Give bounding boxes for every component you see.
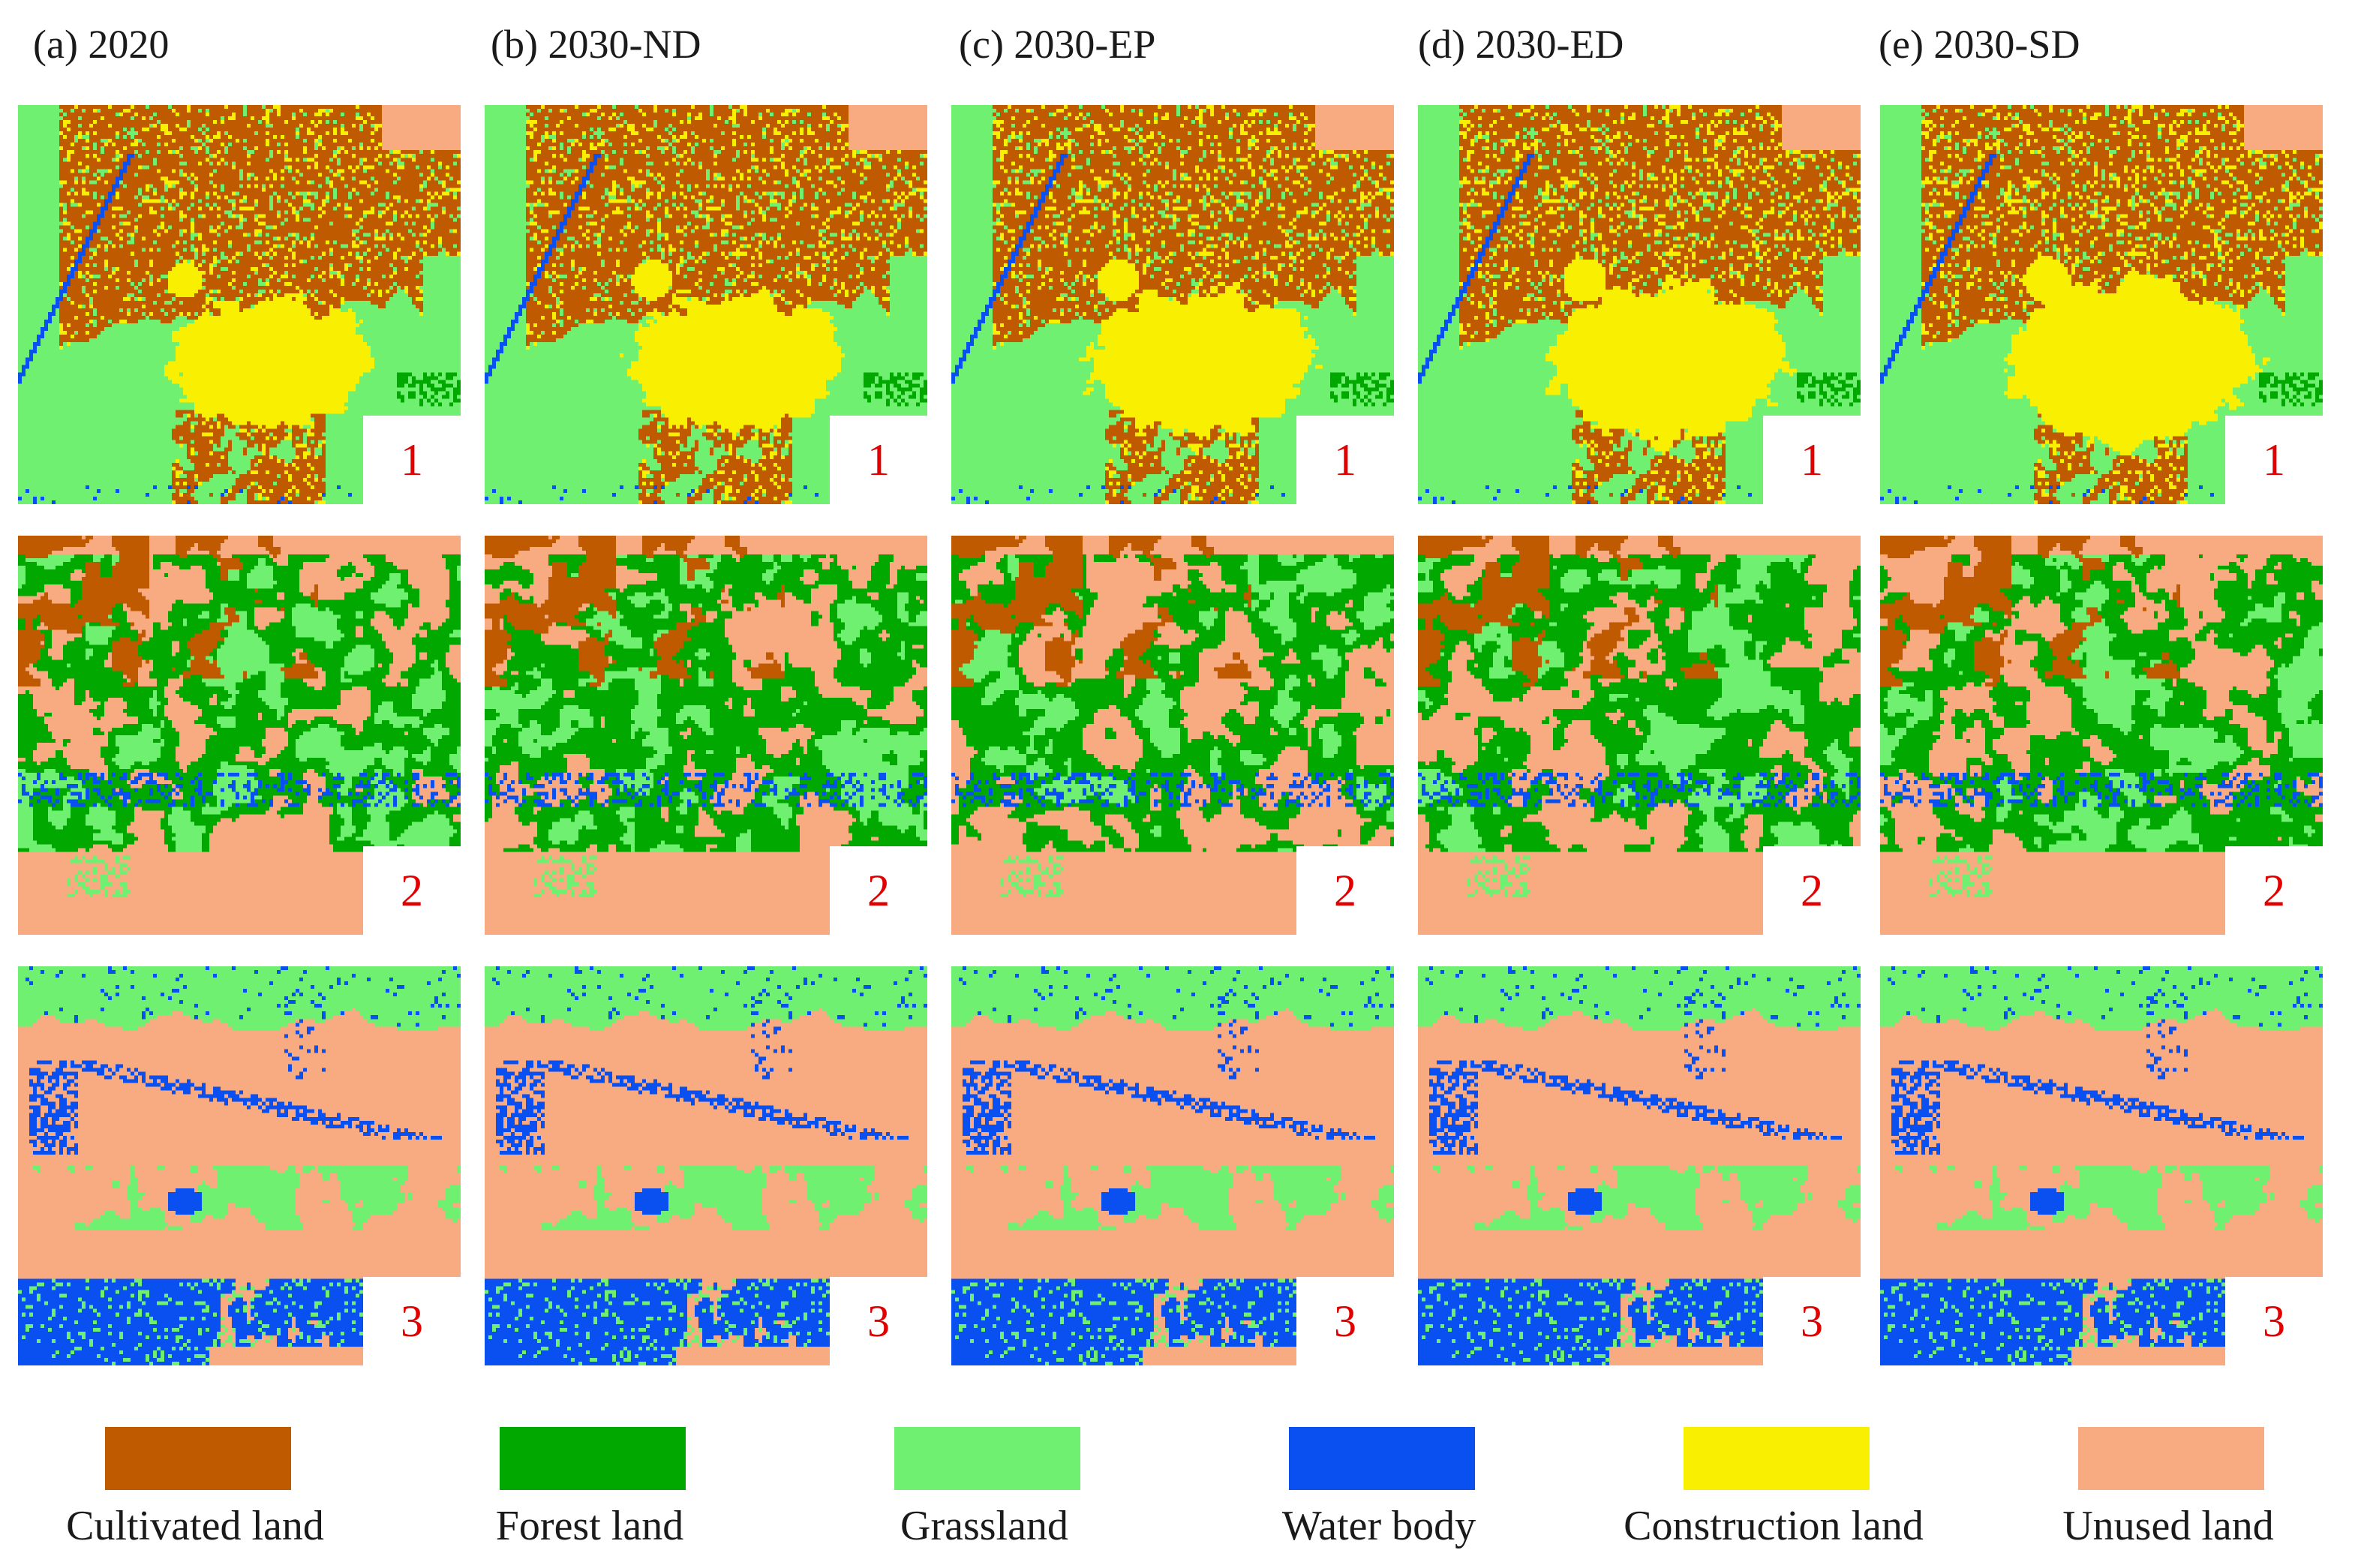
map-panel-a-region-1: 1: [18, 105, 461, 504]
region-label-box: 1: [1296, 416, 1394, 504]
region-label-box: 1: [1763, 416, 1861, 504]
map-panel-e-region-3: 3: [1880, 966, 2323, 1365]
map-panel-e-region-1: 1: [1880, 105, 2323, 504]
region-label: 1: [1334, 435, 1356, 485]
map-panel-b-region-3: 3: [485, 966, 927, 1365]
map-panel-a-region-3: 3: [18, 966, 461, 1365]
map-panel-c-region-1: 1: [951, 105, 1394, 504]
region-label-box: 3: [830, 1277, 927, 1365]
region-label: 1: [401, 435, 423, 485]
region-label-box: 2: [363, 846, 461, 935]
legend-swatch-grassland: [894, 1427, 1080, 1490]
legend-item-cultivated-land: Cultivated land: [15, 1427, 375, 1554]
region-label: 2: [401, 866, 423, 915]
map-panel-d-region-1: 1: [1418, 105, 1861, 504]
legend-label-water-body: Water body: [1281, 1503, 1476, 1549]
region-label-box: 3: [1763, 1277, 1861, 1365]
region-label: 2: [867, 866, 890, 915]
map-panel-b-region-1: 1: [485, 105, 927, 504]
map-panel-e-region-2: 2: [1880, 536, 2323, 935]
region-label: 3: [1801, 1296, 1823, 1346]
region-label: 2: [2263, 866, 2285, 915]
region-label: 1: [1801, 435, 1823, 485]
legend-swatch-cultivated-land: [105, 1427, 291, 1490]
region-label-box: 1: [363, 416, 461, 504]
region-label-box: 3: [363, 1277, 461, 1365]
legend-item-unused-land: Unused land: [1988, 1427, 2348, 1554]
legend-swatch-forest-land: [500, 1427, 686, 1490]
legend-label-unused-land: Unused land: [2062, 1503, 2274, 1549]
region-label-box: 2: [1296, 846, 1394, 935]
column-title-a: (a) 2020: [33, 22, 170, 67]
region-label: 3: [401, 1296, 423, 1346]
region-label-box: 3: [2225, 1277, 2323, 1365]
map-panel-d-region-3: 3: [1418, 966, 1861, 1365]
legend-item-water-body: Water body: [1199, 1427, 1559, 1554]
legend-item-construction-land: Construction land: [1594, 1427, 1954, 1554]
region-label: 2: [1334, 866, 1356, 915]
legend-swatch-construction-land: [1684, 1427, 1870, 1490]
region-label-box: 1: [830, 416, 927, 504]
column-title-e: (e) 2030-SD: [1879, 22, 2080, 67]
region-label: 3: [867, 1296, 890, 1346]
region-label-box: 3: [1296, 1277, 1394, 1365]
region-label: 1: [867, 435, 890, 485]
region-label-box: 2: [2225, 846, 2323, 935]
column-title-c: (c) 2030-EP: [959, 22, 1156, 67]
legend-swatch-unused-land: [2078, 1427, 2264, 1490]
map-panel-c-region-3: 3: [951, 966, 1394, 1365]
region-label-box: 2: [830, 846, 927, 935]
legend-label-grassland: Grassland: [900, 1503, 1068, 1549]
region-label: 1: [2263, 435, 2285, 485]
legend-item-grassland: Grassland: [804, 1427, 1164, 1554]
map-panel-a-region-2: 2: [18, 536, 461, 935]
region-label-box: 2: [1763, 846, 1861, 935]
region-label: 3: [1334, 1296, 1356, 1346]
legend-swatch-water-body: [1289, 1427, 1475, 1490]
column-title-b: (b) 2030-ND: [491, 22, 701, 67]
legend-label-construction-land: Construction land: [1624, 1503, 1924, 1549]
map-panel-d-region-2: 2: [1418, 536, 1861, 935]
region-label-box: 1: [2225, 416, 2323, 504]
map-panel-c-region-2: 2: [951, 536, 1394, 935]
map-panel-b-region-2: 2: [485, 536, 927, 935]
legend-label-forest-land: Forest land: [495, 1503, 684, 1549]
legend-item-forest-land: Forest land: [410, 1427, 770, 1554]
legend-label-cultivated-land: Cultivated land: [66, 1503, 324, 1549]
region-label: 2: [1801, 866, 1823, 915]
region-label: 3: [2263, 1296, 2285, 1346]
column-title-d: (d) 2030-ED: [1418, 22, 1624, 67]
